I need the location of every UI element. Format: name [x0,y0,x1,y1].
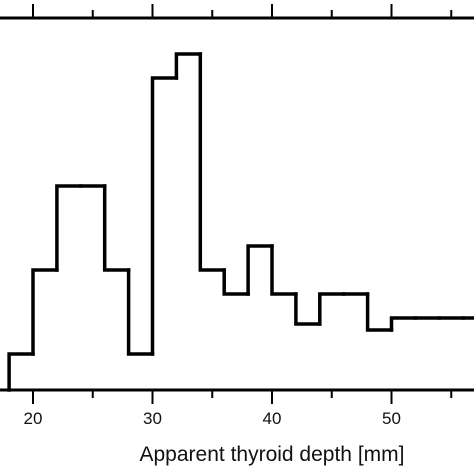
histogram-bars [7,52,474,392]
x-axis-label: Apparent thyroid depth [mm] [140,443,405,466]
x-tick-labels: 20 30 40 50 [24,409,401,428]
histogram-bar [102,184,131,272]
bottom-axis-ticks [32,390,453,404]
x-tick-label-20: 20 [24,409,43,428]
histogram-bar [365,292,394,332]
histogram-bar [294,292,322,326]
x-tick-label-30: 30 [143,409,162,428]
histogram-bar [198,52,226,272]
histogram-bar [150,76,179,356]
x-tick-label-50: 50 [382,409,401,428]
plot-frame [0,16,474,392]
histogram-bar [55,184,83,272]
histogram-bar [174,52,203,80]
x-tick-label-40: 40 [263,409,282,428]
histogram-bar [270,244,298,296]
histogram-bar [246,244,274,296]
histogram-bar [389,316,418,332]
histogram-bar [222,268,250,296]
histogram-bar [7,352,35,392]
histogram-bar [126,268,155,356]
top-axis-ticks [32,4,453,18]
histogram-bar [31,268,59,356]
histogram-bar [318,292,346,326]
